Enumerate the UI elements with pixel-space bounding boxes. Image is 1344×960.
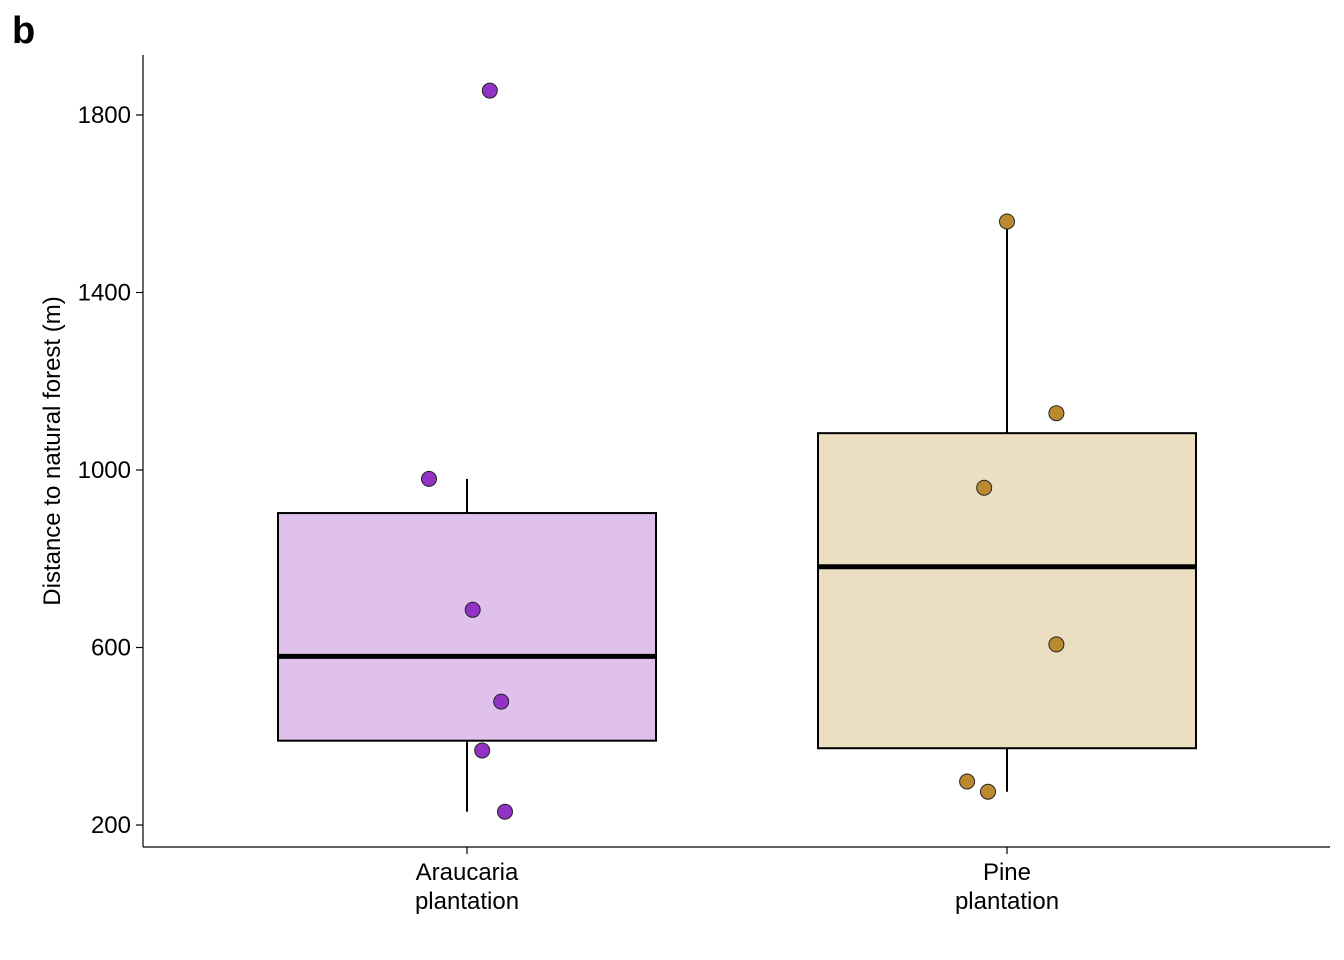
pine-data-point	[959, 773, 976, 790]
pine-data-point	[980, 783, 996, 800]
y-tick-label: 600	[91, 635, 131, 662]
pine-data-point	[1048, 636, 1065, 653]
y-axis-title: Distance to natural forest (m)	[39, 296, 66, 605]
x-tick-label-araucaria: Araucaria	[416, 859, 519, 886]
y-tick-label: 1000	[78, 457, 131, 484]
araucaria-data-point	[464, 601, 481, 618]
y-tick-label: 1400	[78, 280, 131, 307]
araucaria-data-point	[481, 82, 498, 99]
pine-box	[817, 432, 1197, 750]
araucaria-data-point	[474, 742, 491, 759]
araucaria-data-point	[497, 803, 513, 820]
araucaria-data-point	[421, 470, 437, 487]
panel-label: b	[12, 10, 36, 52]
x-tick-label-araucaria: plantation	[415, 888, 519, 915]
x-tick-label-pine: Pine	[983, 859, 1031, 886]
araucaria-box	[277, 512, 657, 742]
pine-data-point	[999, 213, 1015, 230]
pine-data-point	[976, 479, 993, 496]
x-tick-label-pine: plantation	[955, 888, 1059, 915]
y-tick-label: 1800	[78, 102, 131, 129]
araucaria-data-point	[493, 693, 510, 710]
pine-data-point	[1048, 405, 1065, 422]
y-tick-label: 200	[91, 812, 131, 839]
